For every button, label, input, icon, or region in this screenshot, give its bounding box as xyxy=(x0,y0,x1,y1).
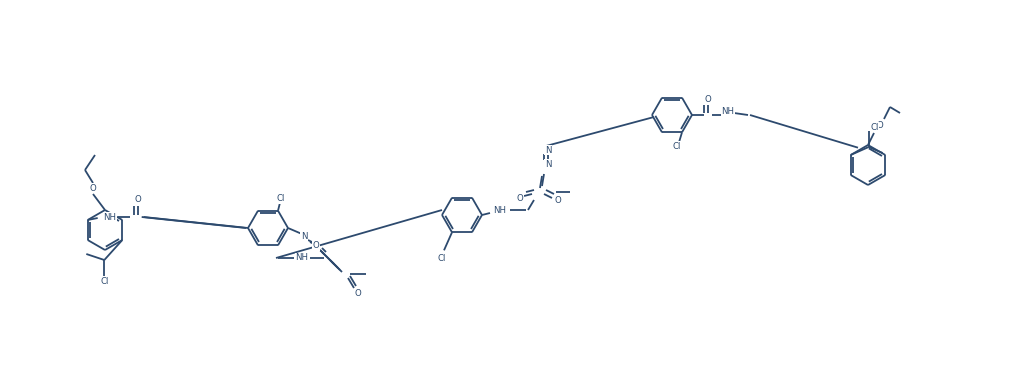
Text: N: N xyxy=(545,145,551,154)
Text: Cl: Cl xyxy=(673,142,681,151)
Text: Cl: Cl xyxy=(100,278,109,286)
Text: Cl: Cl xyxy=(437,254,446,263)
Text: NH: NH xyxy=(493,206,506,214)
Text: O: O xyxy=(517,194,524,203)
Text: NH: NH xyxy=(103,213,116,221)
Text: Cl: Cl xyxy=(871,122,879,131)
Text: N: N xyxy=(301,232,307,240)
Text: NH: NH xyxy=(296,253,308,263)
Text: N: N xyxy=(545,160,551,168)
Text: O: O xyxy=(134,194,141,204)
Text: NH: NH xyxy=(721,106,734,115)
Text: O: O xyxy=(877,121,884,129)
Text: N: N xyxy=(313,242,319,250)
Text: O: O xyxy=(705,95,711,104)
Text: Cl: Cl xyxy=(277,194,285,203)
Text: O: O xyxy=(89,184,97,193)
Text: O: O xyxy=(554,196,561,204)
Text: O: O xyxy=(355,289,361,299)
Text: O: O xyxy=(312,242,319,250)
